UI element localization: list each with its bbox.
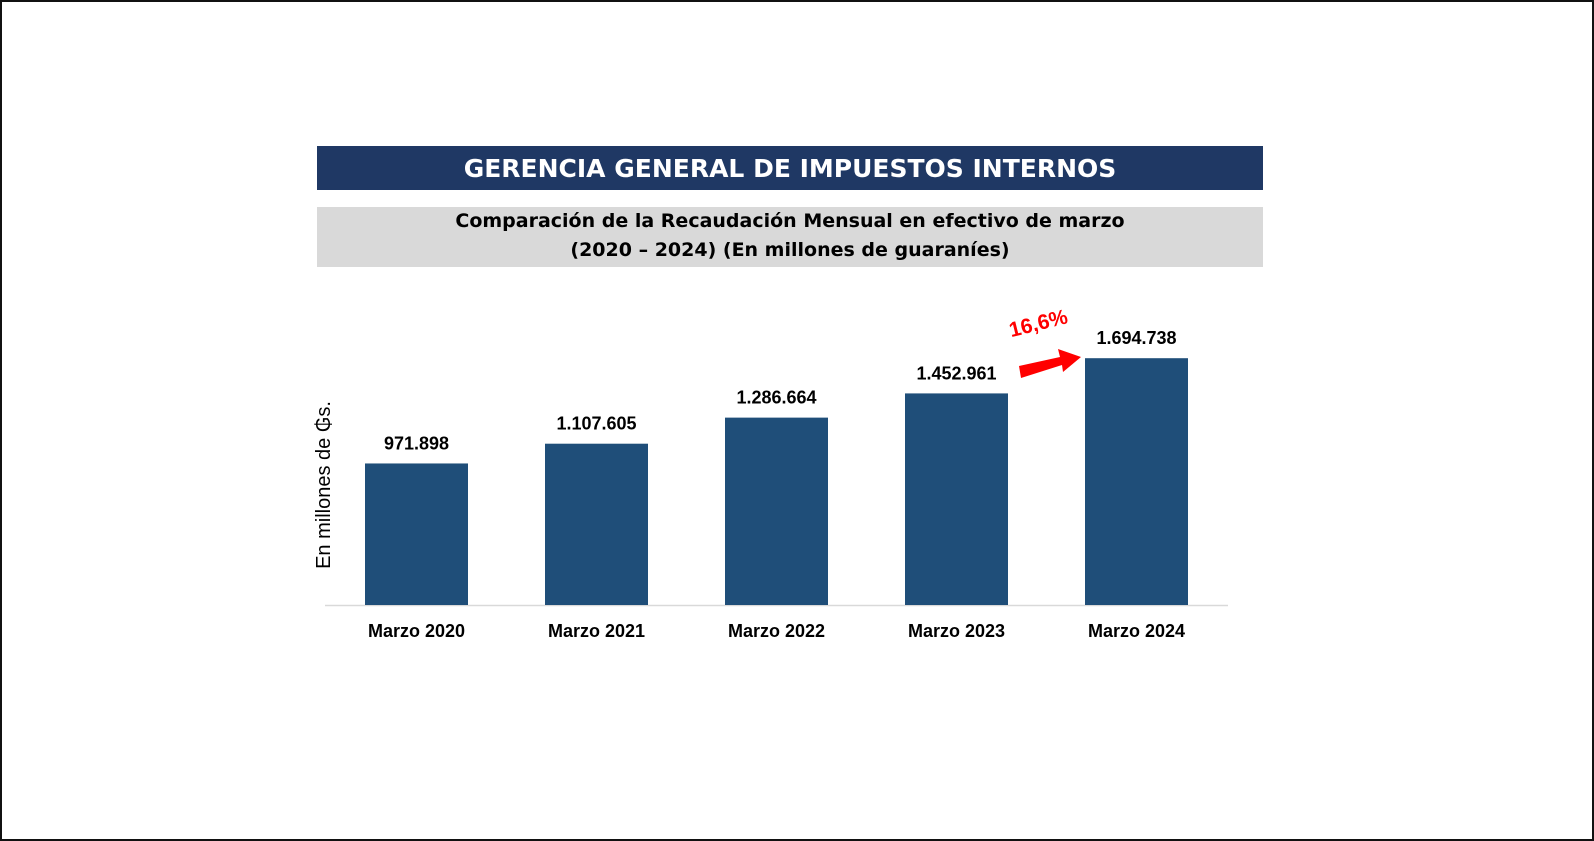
y-axis-label: En millones de ₲s.	[313, 401, 335, 569]
growth-percentage-label: 16,6%	[1007, 305, 1071, 342]
bar-marzo-2022	[725, 417, 828, 605]
x-tick-label: Marzo 2022	[728, 621, 825, 641]
value-label: 971.898	[384, 433, 449, 453]
value-label: 1.452.961	[916, 363, 996, 383]
subtitle-line-2: (2020 – 2024) (En millones de guaraníes)	[570, 239, 1010, 261]
growth-arrow-icon	[1019, 349, 1081, 378]
bar-marzo-2021	[545, 443, 648, 605]
x-tick-label: Marzo 2021	[548, 621, 645, 641]
chart-subtitle: Comparación de la Recaudación Mensual en…	[317, 207, 1263, 267]
x-tick-label: Marzo 2024	[1088, 621, 1185, 641]
header-title: GERENCIA GENERAL DE IMPUESTOS INTERNOS	[317, 146, 1263, 190]
value-label: 1.286.664	[736, 388, 816, 408]
bar-marzo-2023	[905, 393, 1008, 605]
bar-marzo-2020	[365, 463, 468, 605]
subtitle-line-1: Comparación de la Recaudación Mensual en…	[455, 210, 1125, 232]
x-tick-label: Marzo 2020	[368, 621, 465, 641]
bar-marzo-2024	[1085, 358, 1188, 605]
value-label: 1.694.738	[1096, 328, 1176, 348]
value-label: 1.107.605	[556, 414, 636, 434]
x-tick-label: Marzo 2023	[908, 621, 1005, 641]
growth-annotation: 16,6%	[1007, 305, 1081, 378]
